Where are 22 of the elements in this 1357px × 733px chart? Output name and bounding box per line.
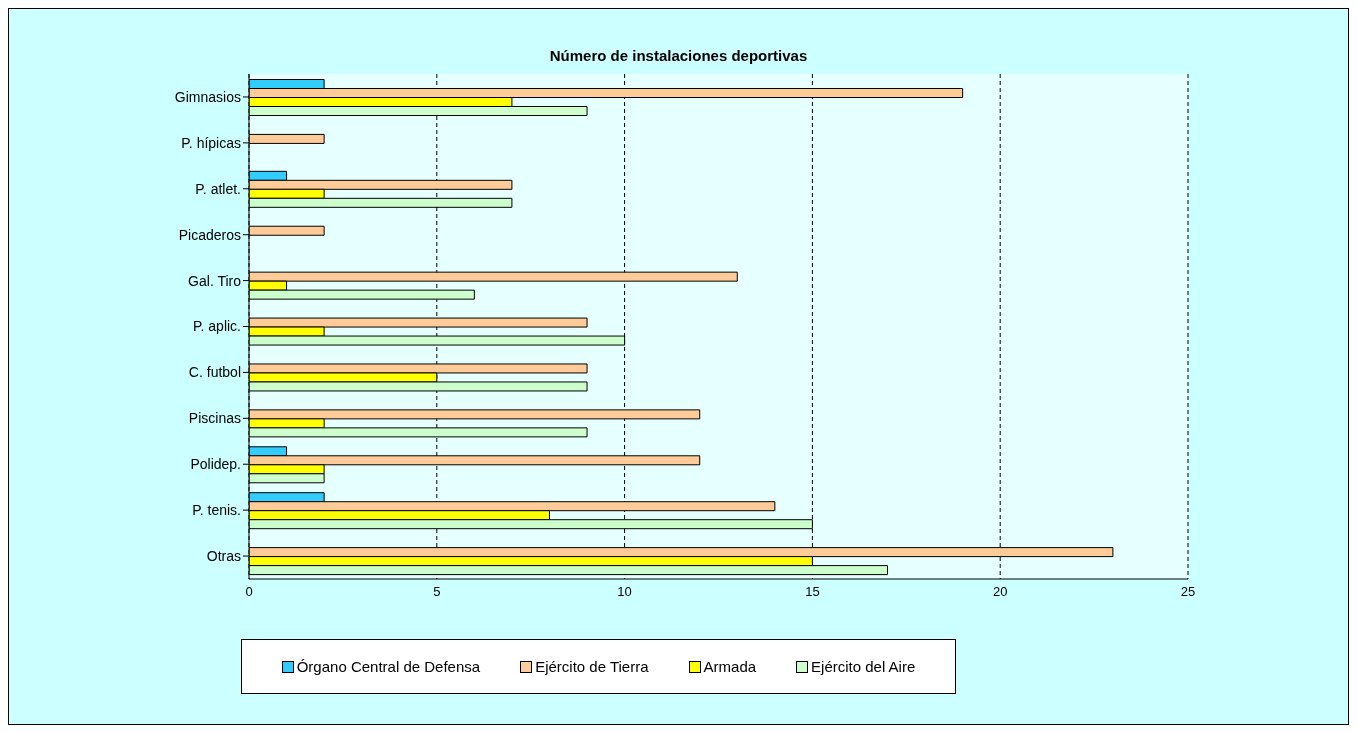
y-tick-label: P. hípicas [181, 134, 241, 151]
legend-label: Armada [702, 658, 757, 675]
y-tick-label: P. atlet. [195, 180, 241, 197]
x-tick-label: 20 [992, 584, 1008, 600]
y-tick-label: P. tenis. [192, 502, 241, 519]
x-tick-label: 25 [1180, 584, 1196, 600]
legend-label: Ejército del Aire [810, 658, 916, 675]
y-tick-label: Gal. Tiro [188, 272, 242, 289]
y-tick-label: Picaderos [178, 226, 241, 243]
legend-label: Órgano Central de Defensa [295, 658, 481, 675]
x-tick-label: 10 [617, 584, 632, 600]
y-tick-label: Polidep. [190, 456, 241, 473]
y-tick-label: Otras [206, 548, 241, 565]
y-tick-label: Piscinas [188, 410, 241, 427]
legend-label: Ejército de Tierra [534, 658, 649, 675]
x-tick-label: 5 [433, 584, 441, 600]
y-tick-label: Gimnasios [174, 88, 241, 105]
y-tick-label: C. futbol [188, 364, 241, 381]
x-tick-label: 0 [245, 584, 253, 600]
y-tick-label: P. aplic. [193, 318, 241, 335]
chart-title: Número de instalaciones deportivas [548, 46, 809, 64]
x-tick-label: 15 [805, 584, 820, 600]
